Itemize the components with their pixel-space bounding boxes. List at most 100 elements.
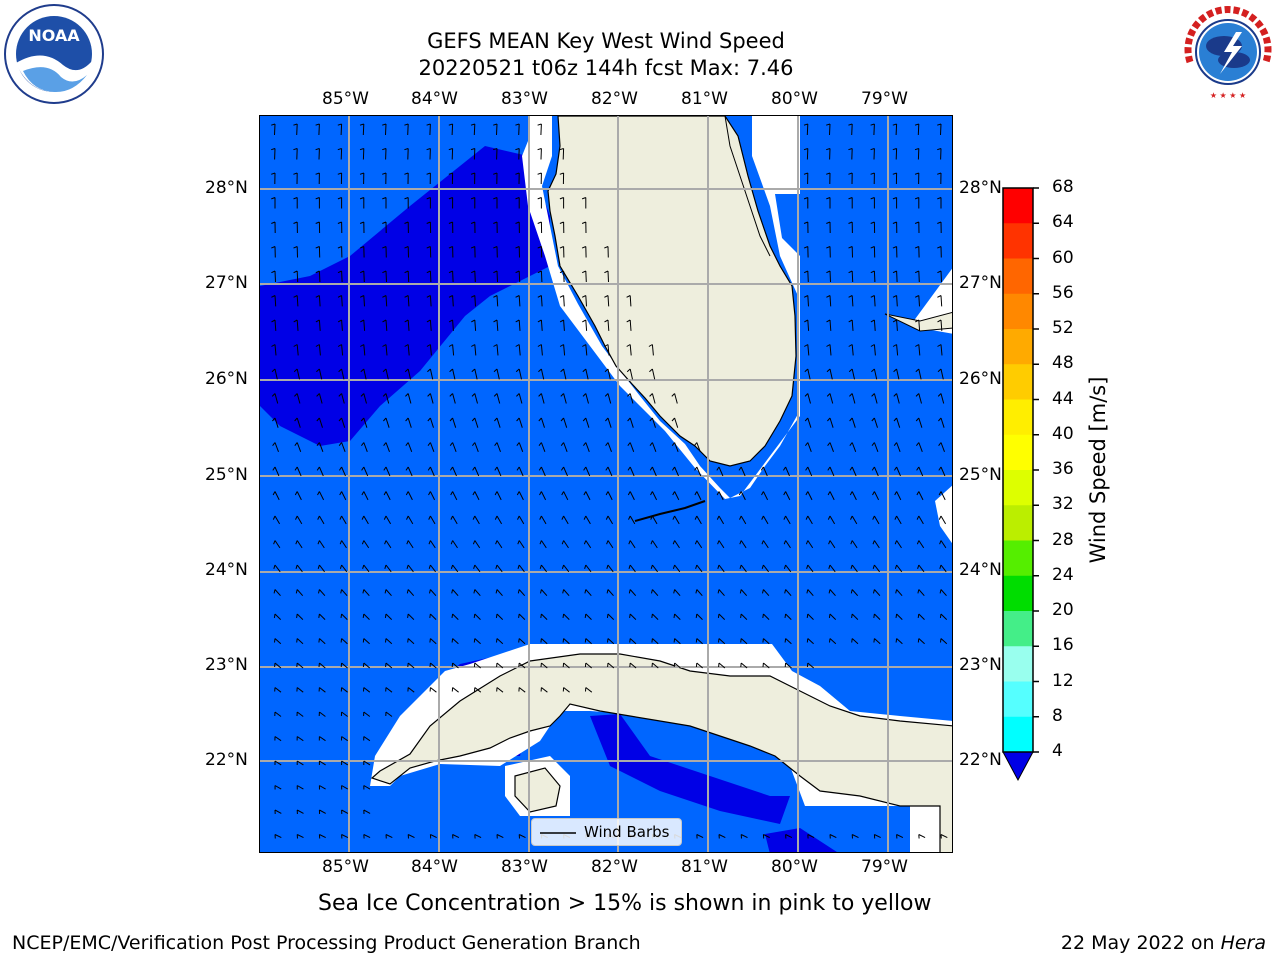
wind-barb [472,466,480,477]
wind-barb [629,662,637,669]
wind-barb [273,613,282,620]
wind-barb [870,221,876,234]
wind-barb [650,540,658,549]
wind-barb [515,246,520,258]
wind-barb [271,295,277,307]
wind-barb [293,172,298,185]
wind-barb [562,638,570,645]
wind-barb [515,319,521,331]
lat-label-left-4: 25°N [205,465,248,485]
wind-barb [383,491,391,501]
wind-barb [606,564,614,573]
wind-barb [496,662,504,669]
wind-barb [827,417,834,428]
wind-barb [762,662,770,669]
wind-barb [695,638,703,645]
wind-barb [451,687,459,693]
wind-barb [740,662,748,669]
wind-barb [559,344,566,356]
wind-barb [873,613,881,620]
wind-barb [473,589,481,597]
lon-label-bottom-6: 80°W [771,857,818,877]
wind-barb [384,589,392,597]
wind-barb [337,246,343,258]
wind-barb [851,834,859,839]
wind-barb [494,466,502,477]
wind-barb [916,442,923,452]
wind-barb [559,246,565,258]
wind-barb [803,148,809,160]
wind-barb [848,148,853,160]
wind-barb [272,417,279,428]
wind-barb [273,540,281,549]
wind-barb [537,246,543,258]
wind-barb [382,393,390,404]
wind-barb [829,834,837,839]
wind-barb [717,564,725,573]
wind-barb [318,711,326,717]
wind-barb [937,148,942,160]
wind-barb [892,221,898,234]
wind-barb [517,515,525,525]
colorbar-tick-label: 36 [1052,459,1074,479]
colorbar [996,180,1056,790]
wind-barb [427,466,435,477]
wind-barb [581,246,587,258]
wind-barb [383,515,392,525]
wind-barb [581,270,587,283]
wind-barb [338,417,346,428]
wind-barb [826,123,831,136]
wind-barb [626,368,633,380]
wind-barb [739,515,747,525]
wind-barb [385,638,393,645]
wind-barb [293,148,298,160]
wind-barb [493,270,498,283]
wind-barb [359,295,365,307]
wind-barb [296,687,304,693]
wind-barb [317,540,325,549]
wind-barb [337,344,344,356]
wind-barb [429,687,437,693]
lon-label-bottom-4: 82°W [591,857,638,877]
wind-barb [473,662,482,669]
wind-barb [451,662,459,669]
wind-barb [294,417,301,428]
wind-barb [829,638,837,645]
wind-barb [914,270,920,283]
colorbar-tick-label: 48 [1052,353,1074,374]
wind-barb [892,344,899,356]
wind-barb [826,368,833,380]
lon-label-top-5: 81°W [681,89,728,109]
wind-barb [805,442,812,452]
wind-barb [274,785,282,790]
wind-barb [537,344,543,356]
wind-barb [294,491,302,501]
wind-barb [872,515,880,525]
wind-barb [493,221,498,234]
wind-barb [448,295,454,307]
wind-barb [274,662,282,669]
wind-barb [938,417,945,428]
wind-barb [871,368,878,380]
wind-barb [404,246,409,258]
wind-barb [338,393,345,404]
wind-barb [318,736,326,742]
lon-label-bottom-5: 81°W [681,857,728,877]
wind-barb [672,491,680,501]
wind-barb [694,442,701,452]
wind-barb [271,393,279,404]
wind-barb [918,834,926,839]
wind-barb [849,491,857,501]
wind-barb [892,172,898,185]
colorbar-tick-label: 64 [1052,212,1074,233]
wind-barb [471,344,477,356]
wind-barb [850,515,858,525]
colorbar-tick-label: 20 [1052,600,1074,620]
wind-barb [605,491,613,501]
wind-barb [716,515,725,525]
wind-barb [649,368,656,380]
wind-barb [493,393,501,404]
wind-barb [451,613,459,620]
wind-barb [894,491,902,501]
wind-barb [516,393,523,404]
